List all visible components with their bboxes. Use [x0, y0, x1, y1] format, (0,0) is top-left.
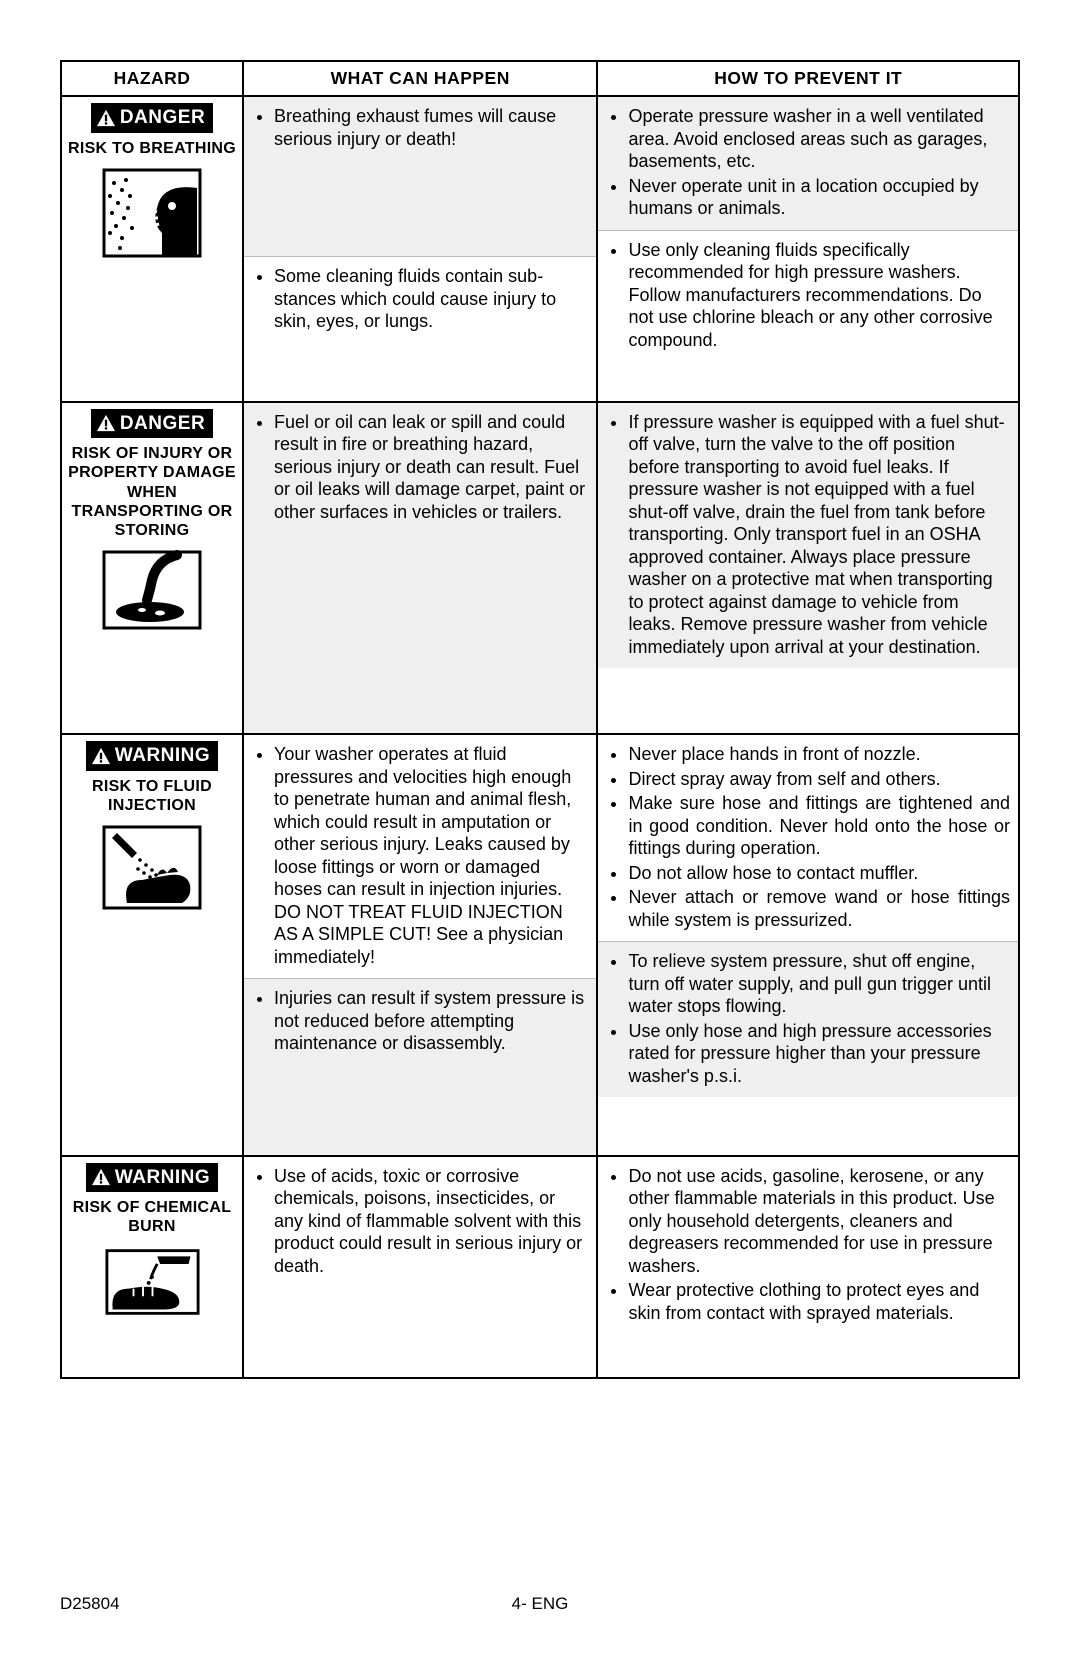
hazard-row-chemical-burn: WARNING RISK OF CHEMICAL BURN — [61, 1156, 1019, 1379]
prevent-text: Operate pressure washer in a well ventil… — [628, 105, 1010, 173]
prevent-text: Never place hands in front of nozzle. — [628, 743, 1010, 766]
fluid-injection-icon — [102, 825, 202, 910]
breathing-hazard-icon — [102, 168, 202, 258]
prevent-text: Wear protective clothing to protect eyes… — [628, 1279, 1010, 1324]
danger-label: DANGER — [91, 409, 213, 439]
happen-text: Breathing exhaust fumes will cause serio… — [274, 105, 588, 150]
alert-triangle-icon — [91, 1168, 111, 1186]
signal-word: DANGER — [120, 106, 205, 130]
header-how-to-prevent: HOW TO PREVENT IT — [597, 61, 1019, 96]
risk-title: RISK OF INJURY OR PROPERTY DAMAGE WHEN T… — [66, 444, 238, 540]
signal-word: WARNING — [115, 744, 210, 768]
alert-triangle-icon — [96, 414, 116, 432]
prevent-text: To relieve system pressure, shut off eng… — [628, 950, 1010, 1018]
header-hazard: HAZARD — [61, 61, 243, 96]
danger-label: DANGER — [91, 103, 213, 133]
prevent-text: Direct spray away from self and others. — [628, 768, 1010, 791]
happen-text: Fuel or oil can leak or spill and could … — [274, 411, 588, 524]
table-header-row: HAZARD WHAT CAN HAPPEN HOW TO PREVENT IT — [61, 61, 1019, 96]
hazard-row-transport: DANGER RISK OF INJURY OR PROPERTY DAMAGE… — [61, 402, 1019, 735]
prevent-text: Do not use acids, gasoline, kero­sene, o… — [628, 1165, 1010, 1278]
page-footer: D25804 4- ENG — [60, 1594, 1020, 1614]
hazard-row-fluid-injection: WARNING RISK TO FLUID INJECTION — [61, 734, 1019, 1156]
happen-text: Injuries can result if system pressure i… — [274, 987, 588, 1055]
header-what-can-happen: WHAT CAN HAPPEN — [243, 61, 597, 96]
warning-label: WARNING — [86, 741, 218, 771]
hazard-table: HAZARD WHAT CAN HAPPEN HOW TO PREVENT IT… — [60, 60, 1020, 1379]
prevent-text: Make sure hose and fittings are tightene… — [628, 792, 1010, 860]
prevent-text: Never operate unit in a location occupie… — [628, 175, 1010, 220]
prevent-text: Do not allow hose to contact muf­fler. — [628, 862, 1010, 885]
risk-title: RISK TO BREATHING — [66, 139, 238, 158]
risk-title: RISK TO FLUID INJECTION — [66, 777, 238, 815]
page: HAZARD WHAT CAN HAPPEN HOW TO PREVENT IT… — [0, 0, 1080, 1669]
happen-text: Use of acids, toxic or corrosive chemica… — [274, 1165, 588, 1278]
risk-title: RISK OF CHEMICAL BURN — [66, 1198, 238, 1236]
signal-word: WARNING — [115, 1166, 210, 1190]
warning-label: WARNING — [86, 1163, 218, 1193]
signal-word: DANGER — [120, 412, 205, 436]
happen-text: Your washer operates at fluid pressures … — [274, 743, 588, 968]
spill-hazard-icon — [102, 550, 202, 630]
prevent-text: If pressure washer is equipped with a fu… — [628, 411, 1010, 659]
hazard-row-breathing: DANGER RISK TO BREATHING Brea — [61, 96, 1019, 402]
chemical-burn-icon — [105, 1247, 200, 1317]
prevent-text: Use only cleaning fluids specifically re… — [628, 239, 1010, 352]
alert-triangle-icon — [96, 109, 116, 127]
prevent-text: Use only hose and high pressure accessor… — [628, 1020, 1010, 1088]
prevent-text: Never attach or remove wand or hose fitt… — [628, 886, 1010, 931]
page-number: 4- ENG — [60, 1594, 1020, 1614]
happen-text: Some cleaning fluids contain sub­stances… — [274, 265, 588, 333]
alert-triangle-icon — [91, 747, 111, 765]
